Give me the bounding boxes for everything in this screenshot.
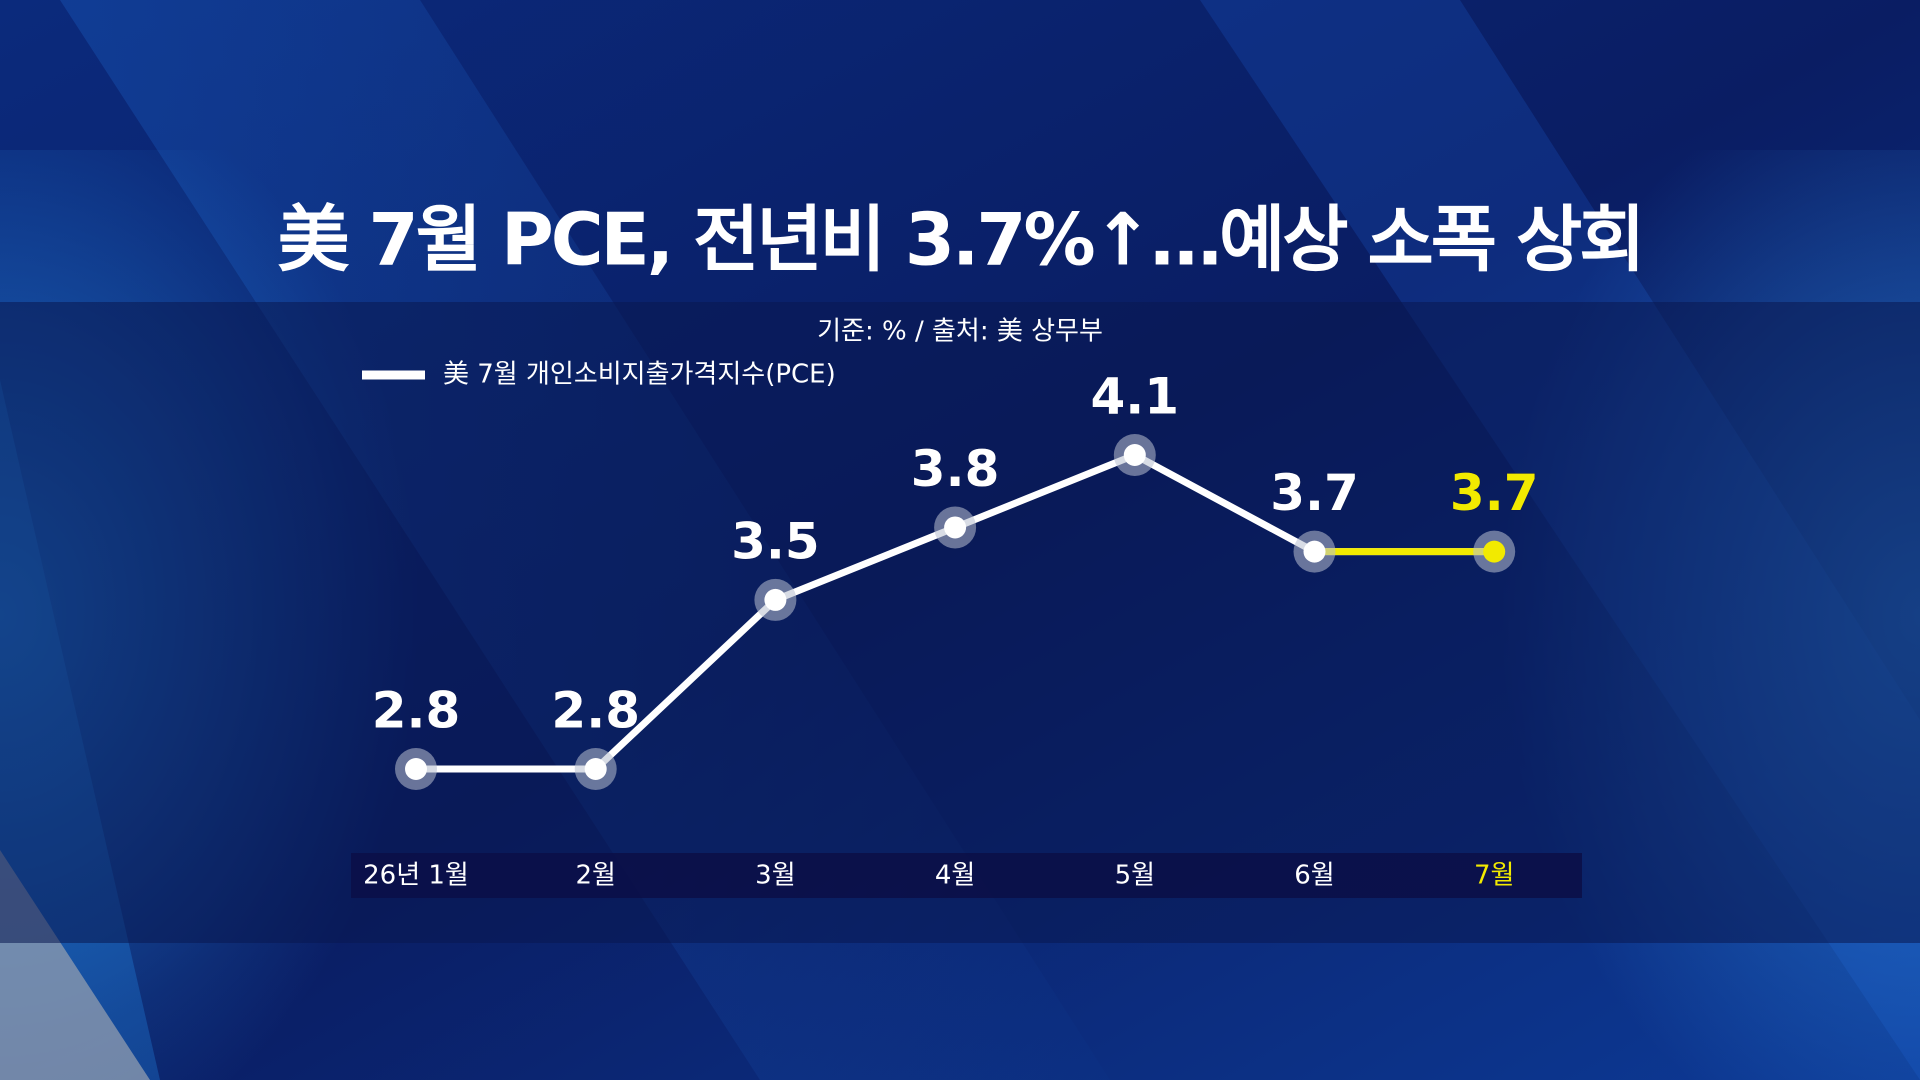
value-label: 3.7 [1270,464,1359,522]
legend-label: 美 7월 개인소비지출가격지수(PCE) [443,360,836,390]
value-label: 3.5 [731,512,820,570]
x-tick-label: 5월 [1115,861,1155,891]
point [944,516,967,539]
x-tick-label: 26년 1월 [363,861,469,891]
x-tick-label: 7월 [1474,861,1514,891]
value-label: 2.8 [551,682,640,740]
point [1303,540,1326,563]
point [1483,540,1506,563]
value-label: 2.8 [372,682,461,740]
chart-title: 美 7월 PCE, 전년비 3.7%↑…예상 소폭 상회 [277,198,1642,282]
x-tick-label: 6월 [1294,861,1334,891]
value-label: 3.8 [911,440,1000,498]
value-label: 3.7 [1450,464,1539,522]
chart-panel [0,302,1920,943]
value-label: 4.1 [1091,368,1180,426]
point [584,758,607,780]
x-tick-label: 3월 [755,861,795,891]
category-strip [351,853,1582,898]
x-tick-label: 4월 [935,861,975,891]
chart-subtitle: 기준: % / 출처: 美 상무부 [817,317,1103,347]
point [1123,444,1146,466]
x-tick-label: 2월 [575,861,615,891]
point [405,758,427,780]
point [764,588,787,611]
